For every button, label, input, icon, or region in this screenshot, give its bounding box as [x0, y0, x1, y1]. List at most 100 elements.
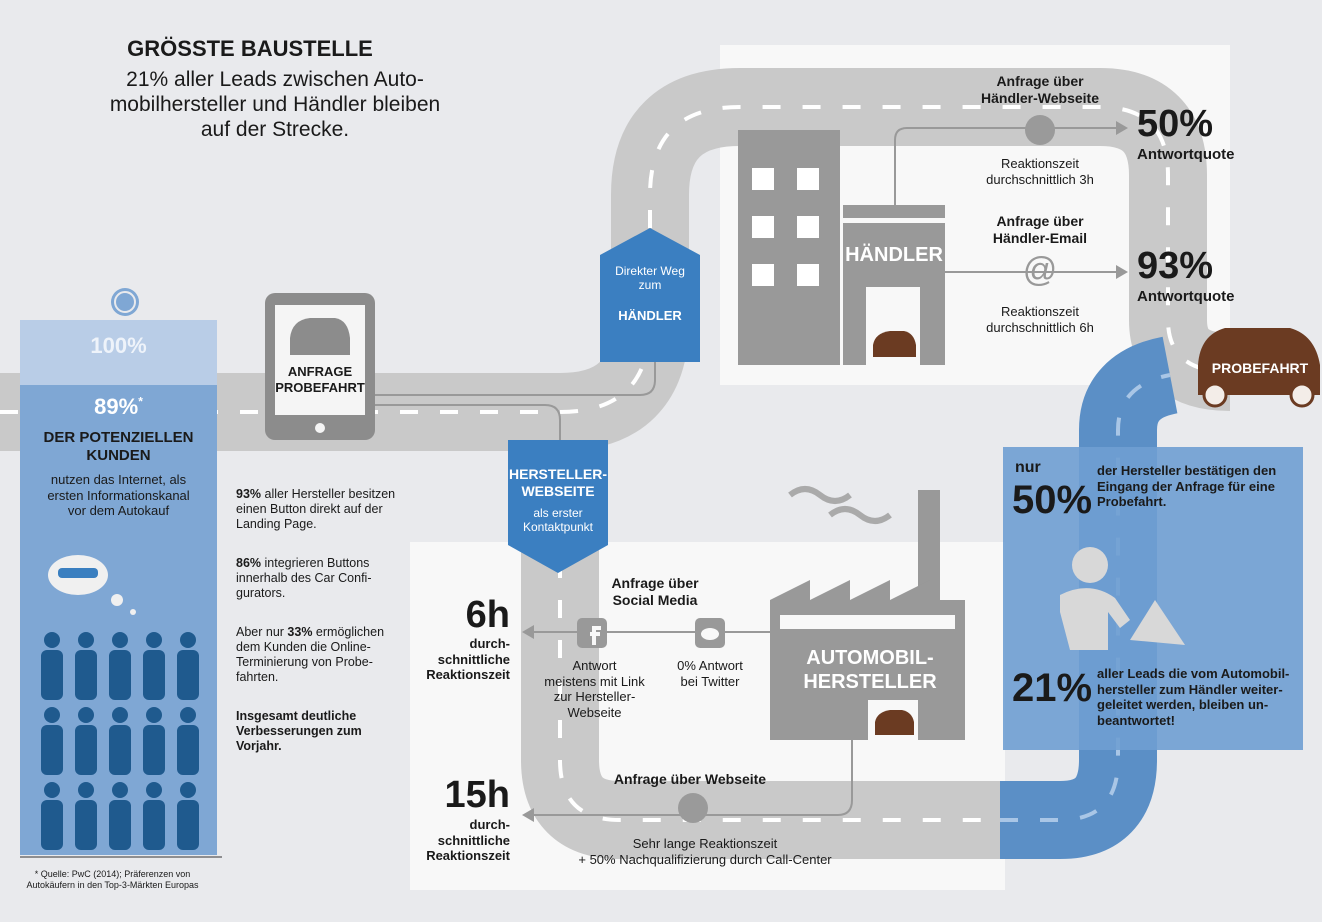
car-icon — [58, 568, 98, 578]
facebook-text: Antwort meistens mit Link zur Hersteller… — [537, 658, 652, 720]
factory-label: AUTOMOBIL- HERSTELLER — [785, 646, 955, 694]
person-icon — [143, 800, 165, 850]
twitter-icon — [701, 628, 719, 640]
social-time: 6h — [410, 596, 510, 634]
car-label: PROBEFAHRT — [1205, 360, 1315, 377]
direct-sign — [600, 228, 700, 362]
share-mark: * — [138, 395, 143, 409]
direct-text: Direkter Weg zum — [600, 264, 700, 293]
note-bold: 33% — [287, 625, 312, 639]
facts-second-text: aller Leads die vom Automobil- herstelle… — [1097, 666, 1302, 728]
person-icon — [180, 632, 196, 648]
web-reaction: Reaktionszeit durchschnittlich 3h — [970, 156, 1110, 187]
email-request: Anfrage über Händler-Email — [965, 213, 1115, 247]
person-icon — [112, 782, 128, 798]
thought-bubble — [130, 609, 136, 615]
person-icon — [78, 782, 94, 798]
person-icon — [177, 725, 199, 775]
person-icon — [143, 725, 165, 775]
note-bold: Insgesamt deutliche Verbesserungen zum V… — [236, 709, 362, 753]
email-rate: 93% — [1137, 247, 1213, 285]
person-icon — [177, 800, 199, 850]
person-icon — [146, 782, 162, 798]
facts-first: 50% — [1012, 480, 1092, 520]
car-icon — [875, 710, 914, 735]
page: GRÖSSTE BAUSTELLE 21% aller Leads zwisch… — [0, 0, 1322, 922]
worker-icon — [1072, 547, 1108, 583]
facts-first-text: der Hersteller bestätigen den Eingang de… — [1097, 463, 1302, 510]
tablet-button — [315, 423, 325, 433]
web-rate-label: Antwortquote — [1137, 146, 1234, 164]
person-icon — [143, 650, 165, 700]
person-icon — [109, 650, 131, 700]
email-reaction: Reaktionszeit durchschnittlich 6h — [970, 304, 1110, 335]
person-icon — [112, 707, 128, 723]
person-icon — [41, 800, 63, 850]
note: Aber nur 33% ermöglichen dem Kunden die … — [236, 625, 416, 685]
web-rate: 50% — [1137, 105, 1213, 143]
website-time-label: durch- schnittliche Reaktionszeit — [400, 817, 510, 864]
person-icon — [180, 707, 196, 723]
note-text: Aber nur — [236, 625, 287, 639]
notes: 93% aller Hersteller besitzen einen Butt… — [236, 472, 416, 778]
window — [797, 216, 819, 238]
email-icon: @ — [1010, 250, 1070, 291]
person-icon — [75, 800, 97, 850]
factory-windows — [780, 615, 955, 629]
web-request: Anfrage über Händler-Webseite — [965, 73, 1115, 107]
person-icon — [44, 782, 60, 798]
direct-target: HÄNDLER — [600, 308, 700, 324]
window — [752, 216, 774, 238]
window — [752, 168, 774, 190]
window — [752, 264, 774, 286]
customers-label: DER POTENZIELLEN KUNDEN — [20, 429, 217, 465]
dealer-label: HÄNDLER — [843, 243, 945, 267]
email-rate-label: Antwortquote — [1137, 288, 1234, 306]
maker-sign-text: als erster Kontaktpunkt — [508, 506, 608, 535]
person-icon — [78, 707, 94, 723]
thought-bubble — [111, 594, 123, 606]
person-icon — [177, 650, 199, 700]
dealer-stripe — [843, 218, 945, 223]
website-request: Anfrage über Webseite — [580, 771, 800, 788]
twitter-text: 0% Antwort bei Twitter — [660, 658, 760, 689]
total: 100% — [20, 333, 217, 359]
maker-sign-title: HERSTELLER- WEBSEITE — [505, 466, 611, 500]
car-icon — [873, 331, 916, 357]
person-icon — [41, 650, 63, 700]
person-icon — [109, 725, 131, 775]
title: GRÖSSTE BAUSTELLE — [70, 36, 430, 62]
share: 89%* — [20, 394, 217, 420]
person-icon — [146, 632, 162, 648]
wheel — [1291, 384, 1313, 406]
note: 93% aller Hersteller besitzen einen Butt… — [236, 487, 416, 532]
person-icon — [146, 707, 162, 723]
window — [797, 264, 819, 286]
website-reaction: Sehr lange Reaktionszeit + 50% Nachquali… — [560, 836, 850, 867]
facts-pre: nur — [1015, 458, 1041, 477]
customers-text: nutzen das Internet, als ersten Informat… — [20, 472, 217, 519]
tablet-label: ANFRAGE PROBEFAHRT — [265, 364, 375, 395]
note: Insgesamt deutliche Verbesserungen zum V… — [236, 709, 416, 754]
smoke — [790, 489, 890, 521]
wheel — [1204, 384, 1226, 406]
note-bold: 93% — [236, 487, 261, 501]
social-time-label: durch- schnittliche Reaktionszeit — [400, 636, 510, 683]
footnote: * Quelle: PwC (2014); Präferenzen von Au… — [0, 869, 225, 891]
person-icon — [75, 650, 97, 700]
person-icon — [78, 632, 94, 648]
social-request: Anfrage über Social Media — [585, 575, 725, 609]
person-icon — [41, 725, 63, 775]
subtitle: 21% aller Leads zwischen Auto- mobilhers… — [40, 67, 510, 143]
person-icon — [180, 782, 196, 798]
person-icon — [75, 725, 97, 775]
person-icon — [44, 632, 60, 648]
note: 86% integrieren Buttons innerhalb des Ca… — [236, 556, 416, 601]
window — [797, 168, 819, 190]
website-time: 15h — [410, 776, 510, 814]
car-icon — [290, 318, 350, 355]
facts-second: 21% — [1012, 668, 1092, 708]
person-icon — [44, 707, 60, 723]
person-icon — [112, 632, 128, 648]
share-value: 89% — [94, 394, 138, 419]
